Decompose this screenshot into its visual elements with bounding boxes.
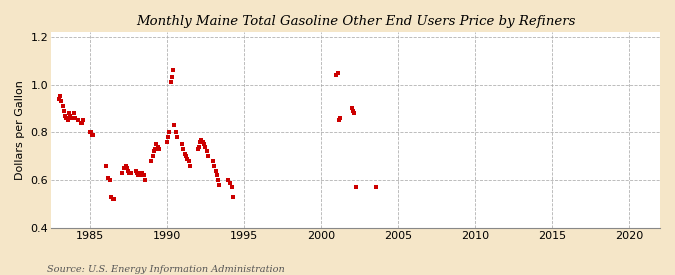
Point <box>101 164 112 168</box>
Point <box>78 118 88 123</box>
Point <box>62 118 73 123</box>
Point <box>75 120 86 125</box>
Point <box>138 173 149 178</box>
Point <box>224 180 235 185</box>
Point <box>60 113 71 118</box>
Point <box>192 147 203 151</box>
Y-axis label: Dollars per Gallon: Dollars per Gallon <box>15 80 25 180</box>
Point <box>137 171 148 175</box>
Point <box>106 195 117 199</box>
Point <box>200 144 211 149</box>
Point <box>198 142 209 147</box>
Point <box>346 106 357 111</box>
Point <box>102 175 113 180</box>
Point <box>181 154 192 158</box>
Point <box>161 140 172 144</box>
Point <box>184 164 195 168</box>
Point <box>170 130 181 134</box>
Point <box>194 140 205 144</box>
Point <box>70 116 81 120</box>
Point <box>66 116 77 120</box>
Point <box>153 144 163 149</box>
Title: Monthly Maine Total Gasoline Other End Users Price by Refiners: Monthly Maine Total Gasoline Other End U… <box>136 15 575 28</box>
Point <box>120 164 131 168</box>
Point <box>87 133 98 137</box>
Point <box>350 185 361 189</box>
Point <box>210 168 221 173</box>
Point <box>122 166 132 170</box>
Point <box>180 152 190 156</box>
Point <box>148 149 159 154</box>
Point <box>59 109 70 113</box>
Point <box>84 130 95 134</box>
Point <box>167 75 178 79</box>
Point <box>371 185 381 189</box>
Point <box>194 144 205 149</box>
Point <box>61 116 72 120</box>
Point <box>164 130 175 134</box>
Point <box>202 154 213 158</box>
Point <box>140 178 151 182</box>
Point <box>197 140 208 144</box>
Point <box>105 178 115 182</box>
Point <box>165 80 176 84</box>
Point <box>130 168 141 173</box>
Point <box>178 147 189 151</box>
Point <box>86 130 97 134</box>
Point <box>214 183 225 187</box>
Text: Source: U.S. Energy Information Administration: Source: U.S. Energy Information Administ… <box>47 265 285 274</box>
Point <box>333 118 344 123</box>
Point <box>335 116 346 120</box>
Point <box>124 171 135 175</box>
Point <box>76 120 87 125</box>
Point <box>73 118 84 123</box>
Point <box>349 111 360 116</box>
Point <box>169 123 180 127</box>
Point <box>163 135 173 139</box>
Point <box>167 68 178 72</box>
Point <box>177 142 188 147</box>
Point <box>55 94 65 99</box>
Point <box>213 178 223 182</box>
Point <box>228 195 239 199</box>
Point <box>132 171 142 175</box>
Point <box>116 171 127 175</box>
Point <box>147 154 158 158</box>
Point <box>150 147 161 151</box>
Point <box>133 173 144 178</box>
Point <box>151 142 162 147</box>
Point <box>348 109 358 113</box>
Point <box>109 197 119 202</box>
Point <box>69 111 80 116</box>
Point <box>227 185 238 189</box>
Point <box>65 113 76 118</box>
Point <box>211 173 222 178</box>
Point <box>201 149 212 154</box>
Point <box>223 178 234 182</box>
Point <box>182 156 192 161</box>
Point <box>126 171 136 175</box>
Point <box>171 135 182 139</box>
Point <box>196 137 207 142</box>
Point <box>119 166 130 170</box>
Point <box>56 99 67 103</box>
Point <box>136 171 146 175</box>
Point <box>134 173 145 178</box>
Point <box>107 197 118 202</box>
Point <box>88 133 99 137</box>
Point <box>146 159 157 163</box>
Point <box>154 147 165 151</box>
Point <box>123 168 134 173</box>
Point <box>53 97 64 101</box>
Point <box>332 70 343 75</box>
Point <box>209 164 219 168</box>
Point <box>207 159 218 163</box>
Point <box>183 159 194 163</box>
Point <box>331 73 342 77</box>
Point <box>57 104 68 108</box>
Point <box>63 111 74 116</box>
